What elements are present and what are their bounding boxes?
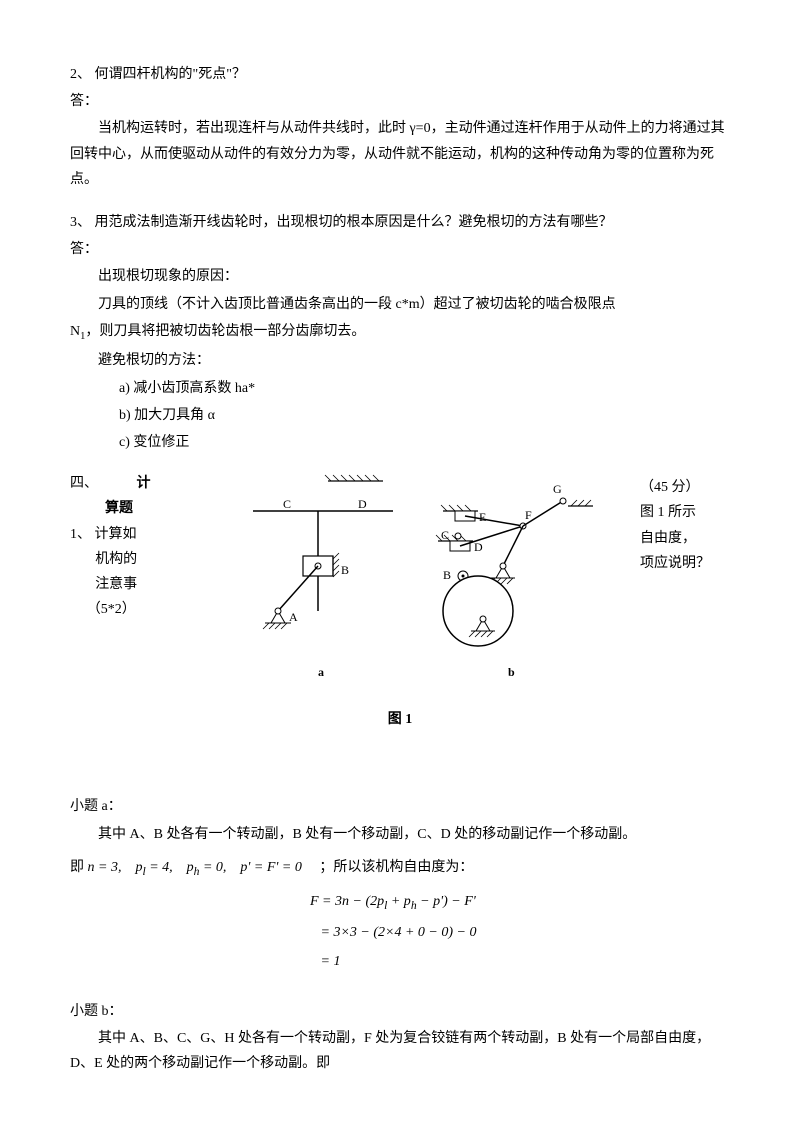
fig-b-e: E <box>479 510 486 524</box>
fig-a-c: C <box>283 497 291 511</box>
fig-b-g: G <box>553 482 562 496</box>
fig-caption: 图 1 <box>70 707 730 732</box>
q1-l1: 机构的 <box>70 547 185 572</box>
fig-b-f: F <box>525 508 532 522</box>
q3-item-a: a) 减小齿顶高系数 ha* <box>70 376 730 401</box>
q2-answer: 当机构运转时，若出现连杆与从动件共线时，此时 γ=0，主动件通过连杆作用于从动件… <box>70 116 730 192</box>
fig-a-d: D <box>358 497 367 511</box>
q3-answer-label: 答： <box>70 237 730 262</box>
q3-reason-p1: 刀具的顶线（不计入齿顶比普通齿条高出的一段 c*m）超过了被切齿轮的啮合极限点 <box>70 292 730 317</box>
sola-p2-suffix: ；所以该机构自由度为： <box>305 860 473 875</box>
solb-title: 小题 b： <box>70 999 730 1024</box>
q2-title: 2、 何谓四杆机构的"死点"？ <box>70 62 730 87</box>
fig-b-c: C <box>441 528 449 542</box>
sec4-calc2: 算题 <box>70 496 185 521</box>
fig-a-a: A <box>289 610 298 624</box>
sec4-num: 四、 <box>70 476 98 491</box>
fig-b-b: B <box>443 568 451 582</box>
figure-wrap: C D B <box>185 471 640 701</box>
q1-r2: 自由度， <box>640 526 730 551</box>
fig-label-b: b <box>508 665 515 679</box>
q3-reason-p2: N1，则刀具将把被切齿轮齿根一部分齿廓切去。 <box>70 319 730 347</box>
sola-p1: 其中 A、B 处各有一个转动副，B 处有一个移动副，C、D 处的移动副记作一个移… <box>70 822 730 847</box>
fig-a-b: B <box>341 563 349 577</box>
q3-n-tail: ，则刀具将把被切齿轮齿根一部分齿廓切去。 <box>85 324 365 339</box>
q3-n: N <box>70 324 80 339</box>
figure-svg: C D B <box>223 471 603 701</box>
sec4-label: 四、 计 <box>70 471 185 496</box>
points: （45 分） <box>640 475 730 500</box>
q3-avoid-label: 避免根切的方法： <box>70 348 730 373</box>
q2-answer-label: 答： <box>70 89 730 114</box>
fig-a: C D B <box>253 475 393 629</box>
fig-label-a: a <box>318 665 324 679</box>
sola-title: 小题 a： <box>70 794 730 819</box>
q1-l2: 注意事 <box>70 572 185 597</box>
q1-l3: （5*2） <box>70 597 185 622</box>
q1-r1: 图 1 所示 <box>640 500 730 525</box>
fig-b-d: D <box>474 540 483 554</box>
sola-eq2: = 3×3 − (2×4 + 0 − 0) − 0 <box>70 920 730 945</box>
section4-row: 四、 计 算题 1、 计算如 机构的 注意事 （5*2） C <box>70 471 730 701</box>
sola-p2: 即 n = 3, pl = 4, ph = 0, p' = F' = 0 ；所以… <box>70 855 730 882</box>
sola-eq1: F = 3n − (2pl + ph − p') − F' <box>70 889 730 916</box>
sola-eq3: = 1 <box>70 949 730 974</box>
q3-title: 3、 用范成法制造渐开线齿轮时，出现根切的根本原因是什么？避免根切的方法有哪些？ <box>70 210 730 235</box>
sola-p2-prefix: 即 <box>70 860 84 875</box>
fig-b: E D C F G <box>436 482 593 646</box>
q3-item-b: b) 加大刀具角 α <box>70 403 730 428</box>
q1-r3: 项应说明？ <box>640 551 730 576</box>
q3-reason-label: 出现根切现象的原因： <box>70 264 730 289</box>
q3-item-c: c) 变位修正 <box>70 430 730 455</box>
section4-left: 四、 计 算题 1、 计算如 机构的 注意事 （5*2） <box>70 471 185 622</box>
solb-p1: 其中 A、B、C、G、H 处各有一个转动副，F 处为复合铰链有两个转动副，B 处… <box>70 1026 730 1076</box>
q1-l0: 1、 计算如 <box>70 522 185 547</box>
sec4-calc-char: 计 <box>137 476 151 491</box>
sola-p2-math: n = 3, pl = 4, ph = 0, p' = F' = 0 <box>88 860 302 875</box>
section4-right: （45 分） 图 1 所示 自由度， 项应说明？ <box>640 471 730 576</box>
